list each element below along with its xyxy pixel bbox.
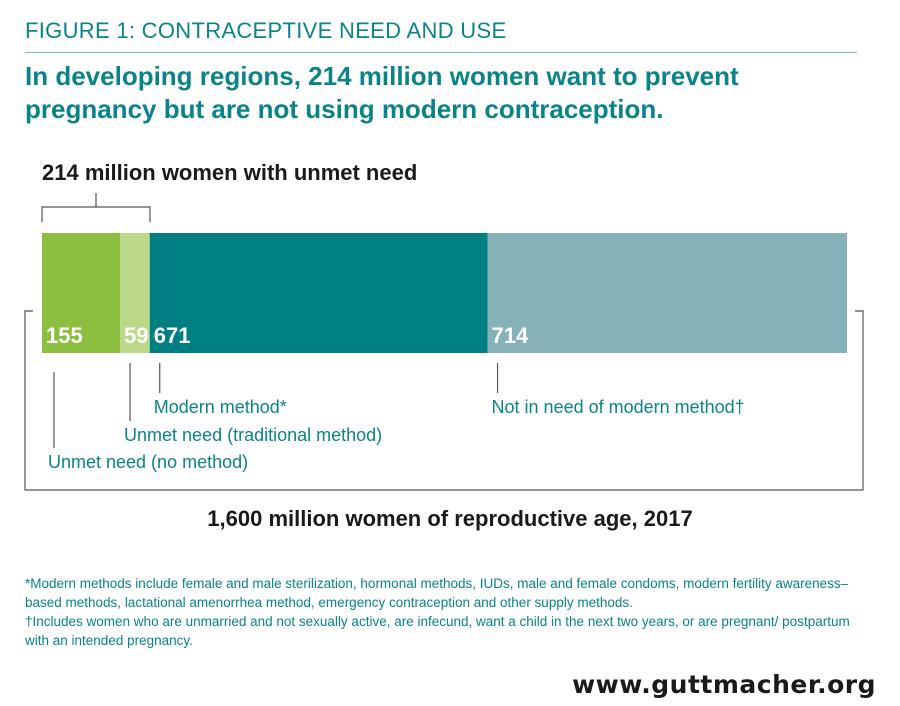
- unmet-need-title: 214 million women with unmet need: [42, 160, 418, 185]
- header-divider: [25, 52, 857, 53]
- website-url: www.guttmacher.org: [572, 670, 876, 699]
- unmet-need-bracket: [41, 193, 151, 222]
- category-label-modern-method: Modern method*: [154, 397, 287, 417]
- bar-group: 155 59 671 714: [42, 233, 847, 353]
- footnote-not-in-need: †Includes women who are unmarried and no…: [25, 614, 850, 648]
- category-label-unmet-need-traditional-method: Unmet need (traditional method): [124, 425, 382, 445]
- footnotes: *Modern methods include female and male …: [25, 574, 875, 650]
- value-label-unmet-need-no-method: 155: [46, 323, 83, 348]
- value-label-unmet-need-traditional-method: 59: [124, 323, 148, 348]
- value-label-modern-method: 671: [154, 323, 191, 348]
- leader-lines: [53, 363, 499, 448]
- bar-segment-unmet-need-traditional-method: [120, 233, 150, 353]
- bar-segment-unmet-need-no-method: [42, 233, 121, 353]
- total-women-title: 1,600 million women of reproductive age,…: [207, 506, 693, 531]
- footnote-modern-methods: *Modern methods include female and male …: [25, 576, 849, 610]
- category-label-not-in-need-of-modern-method: Not in need of modern method†: [492, 397, 745, 417]
- bar-segment-modern-method: [149, 233, 488, 353]
- category-labels: Unmet need (no method) Unmet need (tradit…: [48, 397, 745, 472]
- value-label-not-in-need-of-modern-method: 714: [492, 323, 529, 348]
- bar-segment-not-in-need-of-modern-method: [487, 233, 847, 353]
- figure-label: FIGURE 1: CONTRACEPTIVE NEED AND USE: [25, 18, 507, 43]
- category-label-unmet-need-no-method: Unmet need (no method): [48, 452, 248, 472]
- headline: In developing regions, 214 million women…: [25, 61, 739, 124]
- total-bracket: [24, 310, 864, 491]
